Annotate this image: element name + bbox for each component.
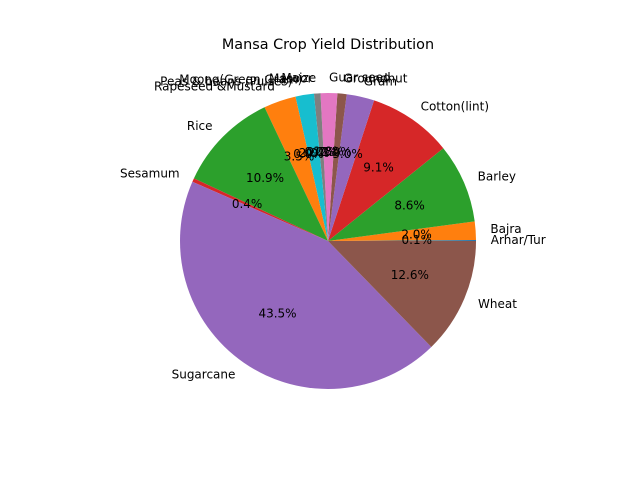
slice-label-bajra: Bajra — [490, 222, 521, 236]
pie-slice-rapeseed-mustard — [264, 96, 328, 242]
slice-percent-moong-green-gram: 2.0% — [299, 146, 330, 160]
pie-slice-peas-beans-pulses — [295, 96, 328, 242]
slice-percent-maize: 0.7% — [306, 145, 337, 159]
slice-label-wheat: Wheat — [478, 297, 517, 311]
slice-percent-sugarcane: 43.5% — [258, 307, 296, 321]
pie-slice-gram — [328, 94, 375, 241]
slice-percent-rapeseed-mustard: 3.5% — [284, 150, 315, 164]
pie-slice-maize — [313, 93, 328, 241]
slice-label-rice: Rice — [187, 119, 213, 133]
slice-label-cotton-lint: Cotton(lint) — [421, 100, 489, 114]
slice-percent-gram: 3.0% — [332, 147, 363, 161]
pie-slice-moong-green-gram — [295, 93, 328, 241]
slice-label-masoor: Masoor — [269, 71, 313, 85]
slice-label-groundnut: Groundnut — [343, 71, 407, 85]
slice-label-barley: Barley — [478, 169, 516, 183]
slice-percent-barley: 8.6% — [394, 198, 425, 212]
slice-percent-guar-seed: 1.8% — [313, 145, 344, 159]
pie-slice-rice — [193, 107, 328, 241]
pie-slice-groundnut — [328, 93, 347, 241]
slice-percent-groundnut: 1.0% — [321, 145, 352, 159]
slice-label-sugarcane: Sugarcane — [172, 367, 236, 381]
slice-percent-sesamum: 0.4% — [232, 197, 263, 211]
pie-slice-arhar-tur — [328, 240, 477, 241]
slice-label-gram: Gram — [364, 75, 397, 89]
slice-label-peas-beans-pulses: Peas & beans (Pulses) — [160, 75, 292, 89]
pie-slice-sugarcane — [180, 181, 432, 389]
pie-slice-cotton-lint — [328, 100, 444, 241]
slice-label-arhar-tur: Arhar/Tur — [491, 233, 546, 247]
pie-slice-wheat — [328, 241, 476, 347]
slice-percent-bajra: 2.0% — [401, 227, 432, 241]
slice-label-rapeseed-mustard: Rapeseed &Mustard — [154, 80, 275, 94]
slice-label-guar-seed: Guar seed — [329, 71, 391, 85]
slice-percent-rice: 10.9% — [246, 171, 284, 185]
slice-percent-arhar-tur: 0.1% — [402, 233, 433, 247]
pie-labels: Arhar/Tur 0.1% Bajra 2.0% Barley 8.6% Cotton(l… — [120, 71, 546, 382]
pie-slice-barley — [328, 148, 475, 241]
slice-percent-masoor: 0.0% — [304, 145, 335, 159]
slice-percent-wheat: 12.6% — [391, 268, 429, 282]
pie-slice-bajra — [328, 221, 476, 241]
pie-slice-guar-seed — [320, 93, 338, 242]
pie-slices — [180, 93, 477, 389]
slice-label-moong-green-gram: Moong(Green Gram) — [179, 73, 302, 87]
slice-percent-peas-beans-pulses: 0.0% — [293, 147, 324, 161]
slice-percent-cotton-lint: 9.1% — [363, 160, 394, 174]
chart-title: Mansa Crop Yield Distribution — [222, 37, 434, 53]
slice-label-maize: Maize — [281, 71, 316, 85]
slice-label-sesamum: Sesamum — [120, 166, 180, 180]
pie-slice-sesamum — [192, 178, 328, 241]
